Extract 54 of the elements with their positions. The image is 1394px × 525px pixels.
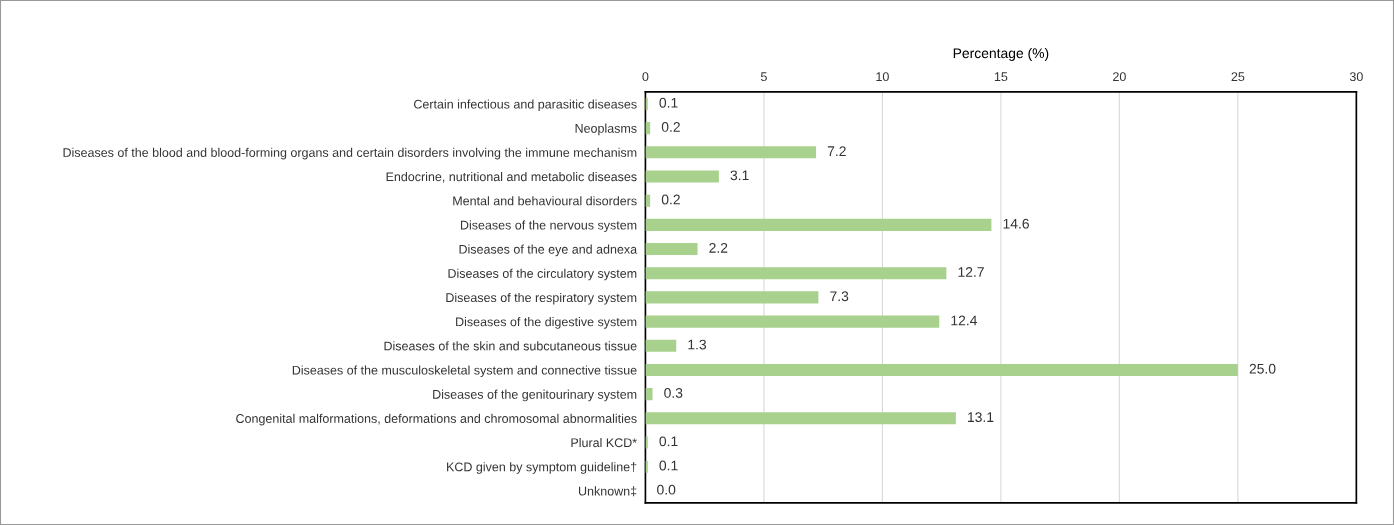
data-label: 0.2 (661, 194, 680, 205)
bar (645, 363, 1238, 376)
data-label: 7.2 (827, 146, 846, 156)
data-label: 7.3 (830, 291, 849, 302)
data-label: 13.1 (968, 412, 994, 423)
y-tick-label: Diseases of the digestive system (456, 317, 637, 329)
y-tick-label: Diseases of the skin and subcutaneous tissue (384, 341, 637, 351)
y-tick-label: Endocrine, nutritional and metabolic diseases (386, 171, 637, 183)
data-label: 0.3 (664, 388, 683, 398)
y-tick-label: Mental and behavioural disorders (453, 196, 637, 206)
bar (645, 291, 819, 304)
x-tick-label: 15 (994, 72, 1008, 82)
data-label: 12.4 (951, 315, 978, 326)
x-tick-label: 5 (760, 72, 767, 82)
y-tick-label: Diseases of the musculoskeletal system and connective tissue (292, 365, 637, 378)
bar (645, 146, 817, 159)
y-tick-label: Diseases of the eye and adnexa (459, 244, 638, 257)
bar (645, 267, 947, 280)
bar (645, 315, 940, 328)
bar (645, 412, 956, 425)
y-tick-label: Certain infectious and parasitic diseases (414, 99, 637, 112)
data-label: 0.0 (657, 484, 676, 495)
data-label: 12.7 (958, 267, 984, 277)
y-tick-label: Unknown‡ (578, 486, 637, 497)
bar (645, 243, 698, 256)
data-label: 25.0 (1249, 363, 1276, 374)
bar (645, 170, 719, 183)
data-label: 2.2 (709, 242, 728, 253)
y-tick-label: KCD given by symptom guideline† (447, 462, 637, 474)
bar (645, 339, 677, 352)
y-tick-label: Diseases of the respiratory system (446, 292, 637, 305)
y-tick-label: Diseases of the nervous system (460, 220, 637, 232)
x-tick-label: 20 (1113, 72, 1126, 82)
x-tick-label: 30 (1349, 72, 1363, 82)
y-tick-label: Diseases of the circulatory system (448, 268, 637, 281)
data-label: 0.2 (661, 122, 680, 132)
y-tick-label: Diseases of the genitourinary system (433, 389, 637, 402)
bar (645, 388, 653, 401)
x-axis-title: Percentage (%) (953, 47, 1049, 61)
y-tick-label: Plural KCD* (571, 437, 637, 448)
bar (645, 436, 648, 449)
x-tick-label: 25 (1231, 72, 1245, 82)
x-tick-label: 10 (876, 72, 889, 82)
data-label: 14.6 (1003, 218, 1029, 229)
x-tick-label: 0 (642, 72, 649, 82)
y-tick-label: Diseases of the blood and blood-forming organs and certain disorders involving the immune mechanism (63, 147, 637, 160)
bar (645, 218, 992, 231)
data-label: 0.1 (659, 97, 678, 108)
data-label: 0.1 (659, 436, 678, 447)
data-label: 0.1 (659, 460, 678, 471)
data-label: 1.3 (688, 339, 707, 350)
y-tick-label: Neoplasms (575, 123, 637, 136)
data-label: 3.1 (730, 170, 749, 181)
y-tick-label: Congenital malformations, deformations and chromosomal abnormalities (236, 413, 637, 426)
